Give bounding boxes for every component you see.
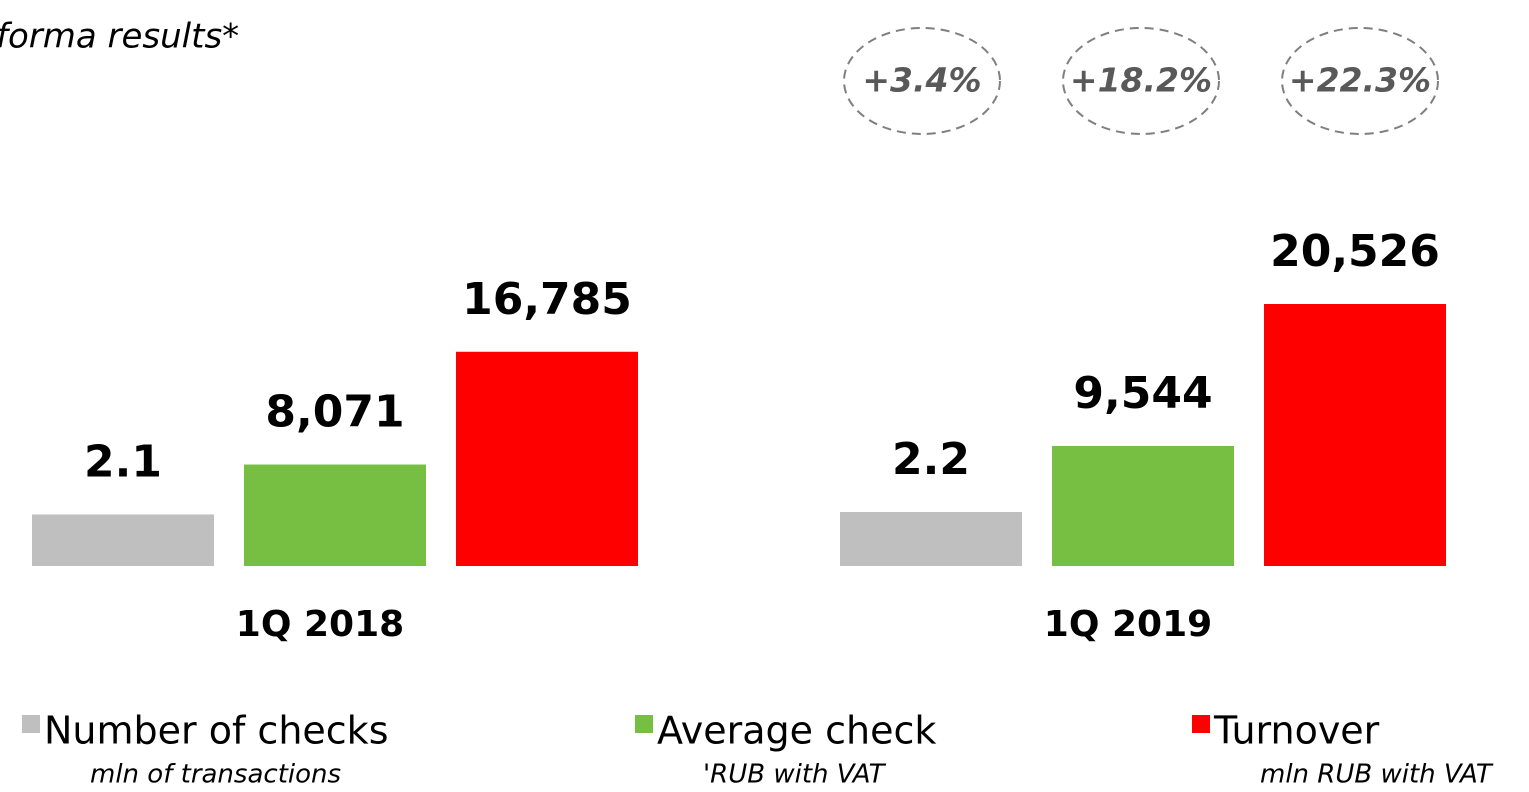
legend-swatch <box>635 715 653 733</box>
annotation: +3.4% <box>862 61 981 100</box>
legend-swatch <box>1192 715 1210 733</box>
annotation: +22.3% <box>1289 61 1431 100</box>
category-label: 1Q 2019 <box>1044 604 1212 645</box>
data-label: 9,544 <box>1073 368 1212 419</box>
category-label: 1Q 2018 <box>236 604 404 645</box>
data-label: 2.1 <box>84 436 162 487</box>
annotation-ellipse <box>1281 27 1439 135</box>
bar <box>456 351 638 566</box>
bar <box>840 512 1022 566</box>
data-label: 8,071 <box>265 387 404 438</box>
legend-label: Number of checks <box>44 709 389 753</box>
annotation: +18.2% <box>1070 61 1212 100</box>
legend-swatch <box>22 715 40 733</box>
data-label: 16,785 <box>462 274 632 325</box>
data-label: 20,526 <box>1270 226 1440 277</box>
annotation-ellipse <box>843 27 1001 135</box>
legend-unit: mln RUB with VAT <box>1260 760 1494 790</box>
legend-unit: mln of transactions <box>90 760 341 790</box>
bar <box>244 464 426 566</box>
legend-unit: 'RUB with VAT <box>703 760 887 790</box>
annotation-ellipse <box>1062 27 1220 135</box>
legend-label: Average check <box>657 709 936 753</box>
chart-title: forma results* <box>0 17 239 57</box>
legend-label: Turnover <box>1213 709 1380 753</box>
bar <box>1052 446 1234 566</box>
bar <box>1264 304 1446 566</box>
bar <box>32 514 214 566</box>
data-label: 2.2 <box>892 434 970 485</box>
